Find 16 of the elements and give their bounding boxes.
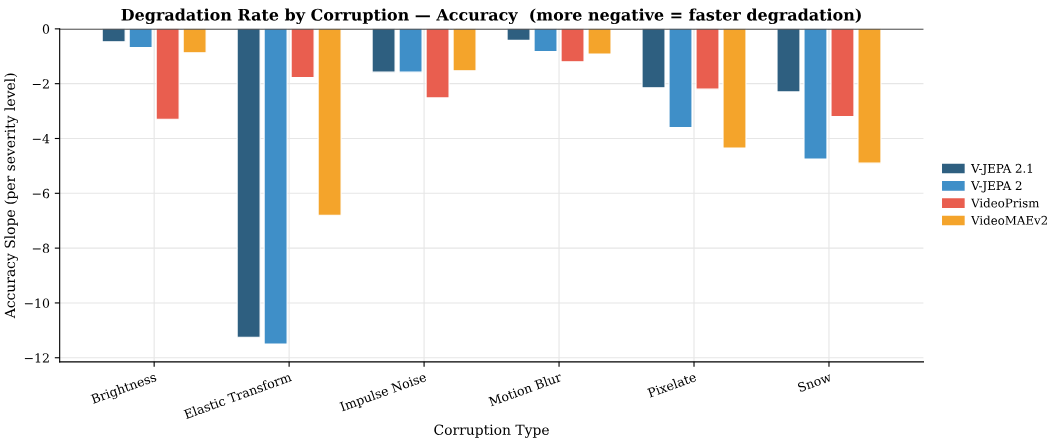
y-axis-title: Accuracy Slope (per severity level): [4, 73, 19, 319]
chart-title: Degradation Rate by Corruption — Accuracy (more negative = faster degradation): [121, 8, 861, 25]
y-tick-label: −12: [24, 353, 49, 363]
legend-label: VideoPrism: [970, 198, 1040, 208]
legend-label: V-JEPA 2.1: [970, 163, 1033, 176]
y-tick-label: −8: [32, 243, 50, 254]
y-tick-label: −10: [24, 298, 50, 308]
y-tick-label: −2: [32, 79, 49, 89]
y-tick-label: 0: [42, 24, 50, 34]
legend-label: V-JEPA 2: [970, 181, 1022, 193]
x-axis-title: Corruption Type: [434, 424, 549, 438]
y-tick-label: −4: [32, 133, 50, 144]
x-tick-label: Snow: [797, 371, 833, 393]
x-tick-label: Motion Blur: [488, 371, 563, 407]
legend-label: VideoMAEv2: [970, 215, 1047, 225]
y-tick-label: −6: [32, 188, 50, 199]
